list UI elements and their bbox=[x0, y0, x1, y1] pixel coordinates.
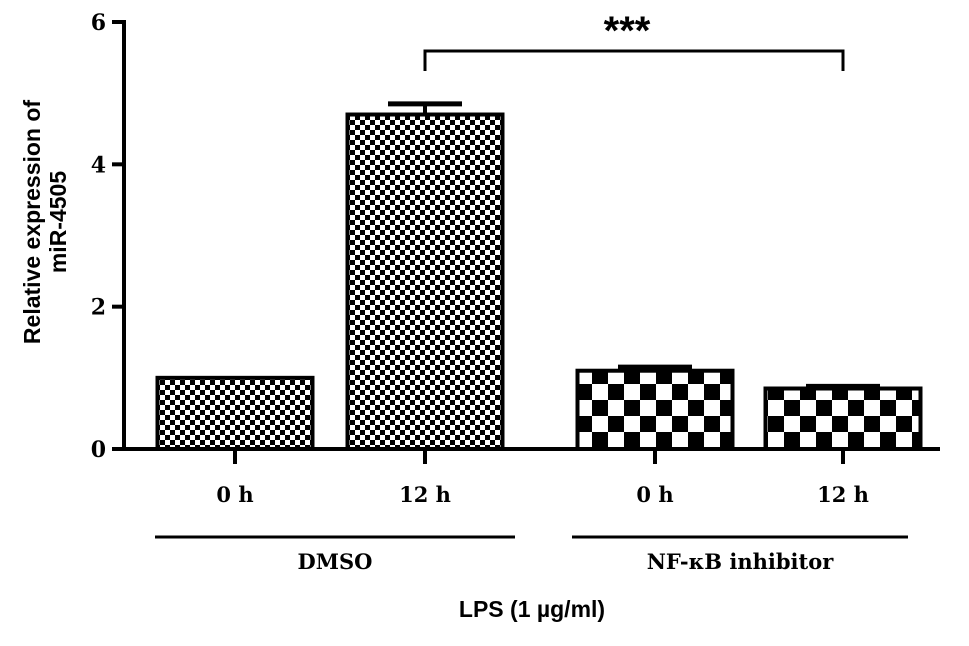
y-tick-label: 6 bbox=[91, 10, 106, 36]
y-axis: 0 2 4 6 bbox=[91, 10, 126, 463]
x-tick-label: 0 h bbox=[636, 482, 673, 507]
significance-line bbox=[423, 49, 845, 71]
significance-label: *** bbox=[604, 9, 651, 53]
x-axis: 0 h 12 h 0 h 12 h bbox=[122, 447, 940, 507]
x-tick-label: 12 h bbox=[817, 482, 869, 507]
y-axis-title-line1: Relative expression of bbox=[19, 100, 45, 344]
bar bbox=[155, 375, 315, 452]
bar bbox=[763, 386, 923, 451]
bars bbox=[155, 101, 923, 452]
group-label: NF-κB inhibitor bbox=[647, 549, 835, 574]
y-tick-label: 0 bbox=[91, 437, 106, 463]
bar bbox=[345, 112, 505, 452]
group-labels: DMSO NF-κB inhibitor bbox=[155, 535, 908, 574]
x-axis-title: LPS (1 µg/ml) bbox=[459, 596, 605, 622]
y-tick-label: 4 bbox=[91, 152, 106, 178]
bar bbox=[575, 368, 735, 452]
y-tick-label: 2 bbox=[91, 295, 106, 321]
y-axis-title-line2: miR-4505 bbox=[45, 171, 71, 273]
x-tick-label: 0 h bbox=[216, 482, 253, 507]
x-tick-label: 12 h bbox=[399, 482, 451, 507]
group-label: DMSO bbox=[298, 549, 373, 574]
significance-bracket: *** bbox=[423, 9, 845, 71]
